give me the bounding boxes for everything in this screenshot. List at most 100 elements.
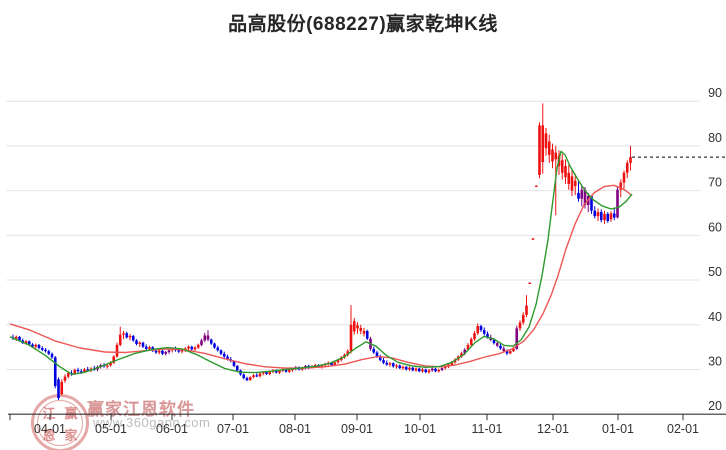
x-tick-label: 02-01 <box>667 422 699 436</box>
candle-body <box>359 327 363 332</box>
candle-body <box>187 346 190 349</box>
candle-body <box>278 370 281 373</box>
candle-body <box>473 333 476 340</box>
candle-body <box>603 213 606 221</box>
candle-body <box>206 335 210 340</box>
candle-body <box>476 326 480 334</box>
x-tick-label: 01-01 <box>602 422 634 436</box>
x-tick-label: 07-01 <box>217 422 249 436</box>
candle-body <box>463 349 467 354</box>
candle-body <box>599 212 603 221</box>
candle-body <box>333 362 337 366</box>
candle-body <box>154 350 158 353</box>
candle-body <box>544 133 548 149</box>
candle-body <box>573 180 577 187</box>
seal-char: 江 <box>42 405 56 421</box>
ma-fast-line <box>9 150 633 376</box>
candle-body <box>86 369 90 371</box>
y-tick-label: 70 <box>708 176 722 190</box>
candle-body <box>508 351 512 354</box>
candle-body <box>505 351 509 354</box>
candle-body <box>148 347 151 349</box>
candle-body <box>580 189 584 199</box>
candle-body <box>112 356 116 363</box>
candle-body <box>352 321 356 332</box>
ma-lines <box>9 150 633 376</box>
y-tick-label: 20 <box>708 399 722 413</box>
candle-body <box>486 333 489 338</box>
candle-body <box>629 157 632 163</box>
candle-body <box>213 343 216 348</box>
candle-body <box>521 314 525 323</box>
candle-body <box>564 166 567 178</box>
candle-body <box>330 362 333 366</box>
candle-body <box>167 350 171 353</box>
candle-body <box>590 195 593 211</box>
candle-body <box>261 372 265 374</box>
y-tick-label: 80 <box>708 131 722 145</box>
candle-body <box>440 368 444 370</box>
candle-body <box>512 348 515 352</box>
candle-body <box>469 339 473 345</box>
candle-body <box>414 368 418 371</box>
x-tick-label: 09-01 <box>341 422 373 436</box>
candle-body <box>616 189 619 218</box>
candle-body <box>200 340 203 345</box>
candle-body <box>284 369 288 372</box>
candle-body <box>346 351 350 355</box>
candle-body <box>531 238 535 240</box>
candle-body <box>157 350 161 353</box>
x-tick-label: 11-01 <box>471 422 502 436</box>
candle-body <box>450 362 454 365</box>
candle-body <box>551 149 554 162</box>
candle-body <box>115 344 119 357</box>
candle-body <box>242 374 246 378</box>
candle-body <box>401 366 405 369</box>
y-axis-labels: 90 80 70 60 50 40 30 20 <box>708 86 722 413</box>
candle-body <box>554 152 558 160</box>
candle-body <box>18 336 21 341</box>
candle-body <box>375 352 379 357</box>
candle-body <box>609 213 613 220</box>
candle-body <box>128 335 132 338</box>
y-tick-label: 50 <box>708 265 722 279</box>
seal-char: 家 <box>64 427 78 443</box>
candle-body <box>252 375 255 378</box>
candle-body <box>518 322 522 329</box>
candle-body <box>460 353 463 357</box>
candle-body <box>245 377 249 381</box>
candle-body <box>411 367 415 371</box>
candle-body <box>404 366 408 370</box>
candle-body <box>525 305 528 315</box>
candle-body <box>391 363 395 367</box>
candle-body <box>190 346 194 350</box>
candle-body <box>73 369 77 374</box>
candle-body <box>14 336 18 339</box>
candle-body <box>382 360 385 363</box>
candle-body <box>235 365 239 371</box>
candle-body <box>570 176 574 191</box>
candle-body <box>63 376 67 381</box>
candle-body <box>434 368 437 372</box>
candle-body <box>44 349 47 352</box>
candle-body <box>222 353 226 357</box>
candle-body <box>248 377 252 381</box>
candle-body <box>424 369 428 373</box>
seal-char: 恩 <box>42 427 56 443</box>
candles <box>11 103 632 400</box>
candle-body <box>430 368 434 371</box>
candle-body <box>83 369 86 373</box>
candle-body <box>219 350 223 354</box>
x-tick-label: 08-01 <box>279 422 311 436</box>
x-tick-label: 06-01 <box>156 422 188 436</box>
candle-body <box>268 371 272 374</box>
gridlines <box>6 100 700 370</box>
candle-body <box>226 356 229 360</box>
candle-body <box>482 330 486 334</box>
candle-body <box>502 348 506 352</box>
candle-body <box>466 344 470 350</box>
candle-body <box>258 373 262 377</box>
x-tick-label: 05-01 <box>95 422 127 436</box>
candle-body <box>193 347 197 350</box>
